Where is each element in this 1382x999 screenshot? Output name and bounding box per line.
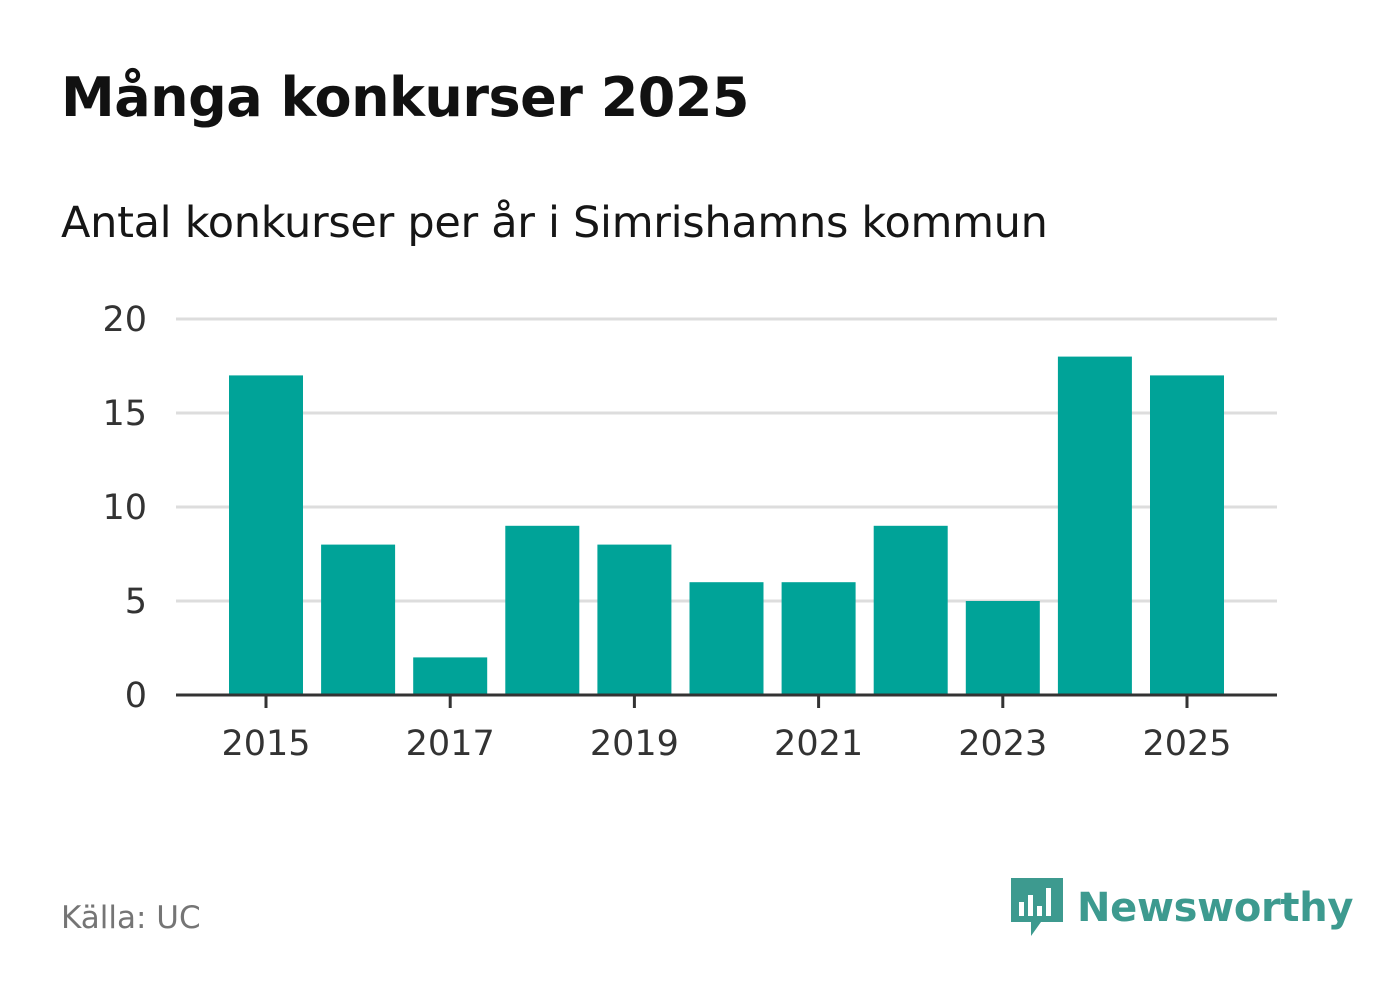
bar-2020	[689, 582, 764, 695]
source-note: Källa: UC	[61, 900, 201, 936]
brand-name: Newsworthy	[1077, 885, 1354, 931]
y-tick-label: 5	[125, 582, 147, 622]
bar-2022	[873, 525, 948, 695]
x-tick-label: 2021	[774, 724, 863, 764]
x-tick-label: 2015	[221, 724, 310, 764]
x-tick-label: 2025	[1142, 724, 1231, 764]
bar-chart: 0 5 10 15 20 2015 2017 2019 2021 2023 2025	[102, 300, 1277, 764]
brand-logo[interactable]: Newsworthy	[1011, 878, 1354, 938]
y-tick-label: 15	[102, 394, 147, 434]
x-tick-label: 2023	[958, 724, 1047, 764]
bar-2016	[321, 544, 396, 695]
bar-2018	[505, 525, 580, 695]
x-tick-label: 2017	[406, 724, 495, 764]
y-tick-label: 20	[102, 300, 147, 340]
y-tick-label: 10	[102, 488, 147, 528]
newsworthy-logo-icon	[1011, 878, 1063, 936]
bar-2025	[1150, 375, 1224, 695]
chart-subtitle: Antal konkurser per år i Simrishamns kom…	[61, 198, 1048, 248]
bar-2019	[597, 544, 672, 695]
chart-title: Många konkurser 2025	[61, 66, 750, 129]
bar-2017	[413, 657, 488, 695]
bar-2021	[781, 582, 856, 695]
x-tick-label: 2019	[590, 724, 679, 764]
bar-2023	[965, 601, 1040, 695]
y-tick-label: 0	[125, 676, 147, 716]
bar-2015	[229, 375, 303, 695]
bar-2024	[1057, 356, 1132, 695]
